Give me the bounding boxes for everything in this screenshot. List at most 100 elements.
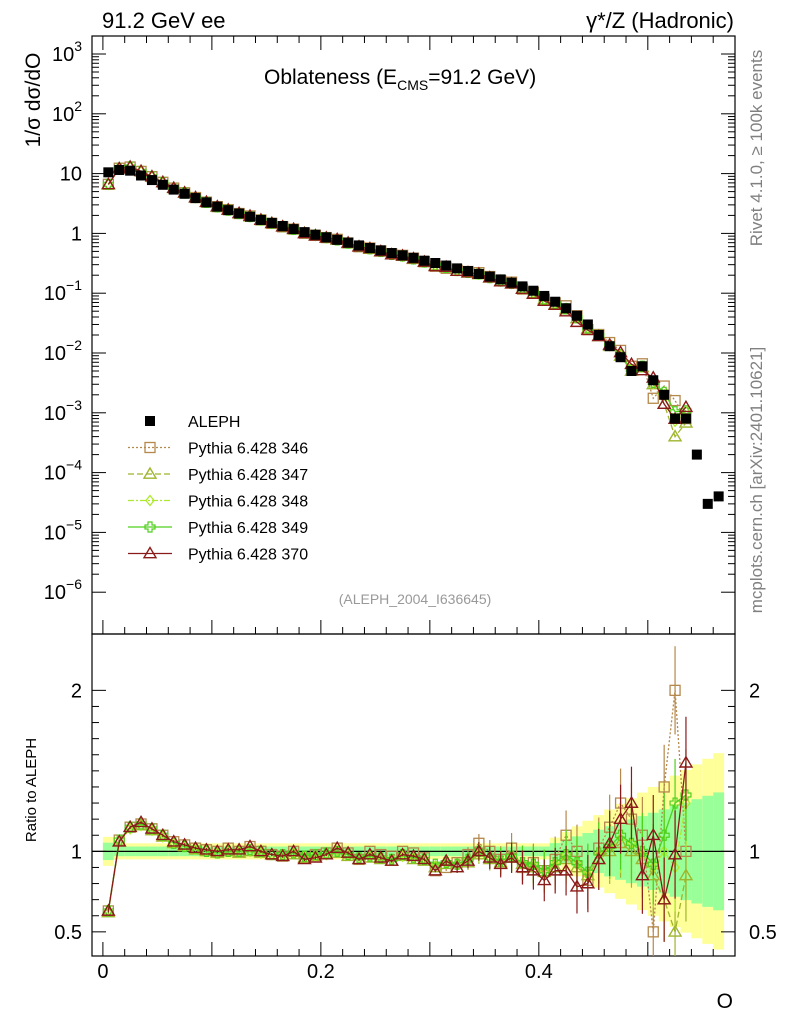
- ratio-point-p349: [560, 848, 572, 861]
- ratio-ytick-label: 2: [71, 680, 82, 702]
- aleph-point: [680, 413, 691, 424]
- ratio-point-p370: [210, 843, 225, 857]
- ratio-point-p370: [591, 852, 606, 865]
- main-series: [101, 159, 724, 509]
- ratio-point-p370: [678, 755, 694, 768]
- ratio-point-p370: [526, 863, 541, 876]
- aleph-point: [691, 449, 702, 460]
- aleph-point: [517, 281, 528, 292]
- aleph-point: [462, 266, 473, 277]
- ratio-point-p370: [667, 847, 683, 860]
- aleph-point: [615, 352, 626, 363]
- main-ytick-label: 10−5: [44, 516, 82, 544]
- aleph-point: [245, 211, 256, 222]
- ratio-point-p370: [417, 852, 432, 865]
- legend-label: Pythia 6.428 348: [188, 494, 308, 511]
- ratio-point-p346: [658, 781, 670, 793]
- aleph-point: [539, 290, 550, 301]
- main-ytick-label: 103: [52, 38, 82, 66]
- aleph-point: [670, 413, 681, 424]
- ratio-point-p349: [168, 837, 180, 849]
- ratio-ytick-label: 1: [71, 841, 82, 863]
- ratio-point-p370: [286, 843, 301, 857]
- ratio-point-p349: [625, 837, 638, 849]
- ratio-point-p370: [547, 863, 563, 876]
- aleph-point: [495, 274, 506, 285]
- ratio-point-p349: [669, 797, 681, 809]
- aleph-point: [343, 237, 354, 248]
- ratio-point-p370: [373, 850, 389, 863]
- ratio-point-p370: [308, 850, 323, 863]
- aleph-point: [364, 243, 375, 254]
- aleph-point: [157, 179, 168, 190]
- aleph-point: [223, 205, 234, 216]
- legend-label: Pythia 6.428 370: [188, 547, 308, 564]
- header-left: 91.2 GeV ee: [102, 8, 226, 33]
- mc-point-p370: [101, 176, 116, 190]
- aleph-point: [321, 232, 332, 243]
- ratio-point-p370: [569, 879, 585, 892]
- legend: ALEPH Pythia 6.428 346 Pythia 6.428 347 Pyt…: [128, 414, 308, 564]
- ratio-point-p370: [580, 876, 596, 889]
- aleph-point: [201, 197, 212, 208]
- ratio-point-p370: [253, 843, 269, 857]
- ratio-point-p370: [635, 868, 650, 881]
- aleph-point: [190, 193, 201, 204]
- rivet-label: Rivet 4.1.0, ≥ 100k events: [747, 50, 766, 246]
- legend-marker: [144, 521, 156, 533]
- aleph-point: [582, 319, 593, 330]
- header-right: γ*/Z (Hadronic): [586, 8, 734, 33]
- ratio-point-p370: [166, 834, 181, 847]
- ratio-point-p370: [242, 839, 258, 852]
- ratio-point-p349: [364, 850, 376, 862]
- ratio-point-p349: [658, 829, 670, 841]
- ratio-point-p370: [406, 848, 421, 862]
- ratio-ylabel: Ratio to ALEPH: [23, 738, 40, 842]
- aleph-point: [136, 170, 147, 181]
- aleph-point: [419, 255, 430, 266]
- ratio-point-p370: [101, 903, 116, 916]
- ratio-point-p349: [614, 829, 627, 841]
- ratio-point-p370: [177, 837, 192, 850]
- aleph-point: [702, 498, 713, 509]
- ratio-point-p349: [288, 847, 300, 859]
- main-ytick-label: 10−4: [44, 457, 82, 485]
- aleph-point: [277, 220, 288, 231]
- ratio-point-p370: [264, 847, 280, 860]
- aleph-point: [234, 208, 245, 219]
- ratio-point-p349: [538, 865, 550, 877]
- mc-line-p348: [107, 166, 687, 423]
- ratio-point-p370: [144, 821, 160, 834]
- aleph-point: [299, 227, 310, 238]
- ratio-point-p370: [133, 814, 149, 828]
- ratio-point-p348: [147, 824, 157, 837]
- ratio-point-p370: [504, 850, 519, 863]
- legend-label: Pythia 6.428 349: [188, 520, 308, 537]
- ratio-point-p370: [482, 850, 498, 863]
- aleph-point: [626, 366, 637, 377]
- main-ytick-label: 102: [52, 98, 82, 126]
- aleph-point: [103, 167, 114, 178]
- aleph-point: [713, 491, 724, 502]
- legend-marker: [142, 546, 158, 559]
- aleph-point: [354, 240, 365, 251]
- ratio-point-p370: [384, 853, 399, 866]
- aleph-point: [386, 248, 397, 259]
- aleph-point: [659, 389, 670, 400]
- ratio-point-p370: [537, 872, 552, 886]
- aleph-point: [637, 361, 648, 372]
- ratio-point-p349: [309, 848, 322, 861]
- aleph-point: [168, 184, 179, 195]
- ratio-point-p349: [636, 845, 648, 857]
- mc-line-p347: [107, 166, 687, 438]
- ratio-point-p346: [669, 684, 681, 696]
- ratio-point-p370: [460, 853, 476, 866]
- legend-marker: [145, 416, 155, 426]
- main-ytick-label: 10−1: [44, 277, 82, 305]
- aleph-point: [114, 164, 125, 175]
- mc-point-p370: [569, 314, 585, 328]
- mc-point-p346: [647, 392, 659, 404]
- ratio-point-p370: [351, 852, 367, 865]
- main-ytick-label: 10−6: [44, 576, 82, 604]
